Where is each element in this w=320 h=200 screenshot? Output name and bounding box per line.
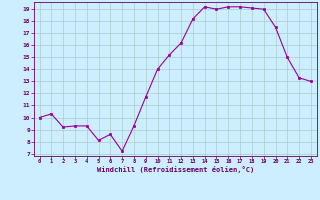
X-axis label: Windchill (Refroidissement éolien,°C): Windchill (Refroidissement éolien,°C)	[97, 166, 254, 173]
